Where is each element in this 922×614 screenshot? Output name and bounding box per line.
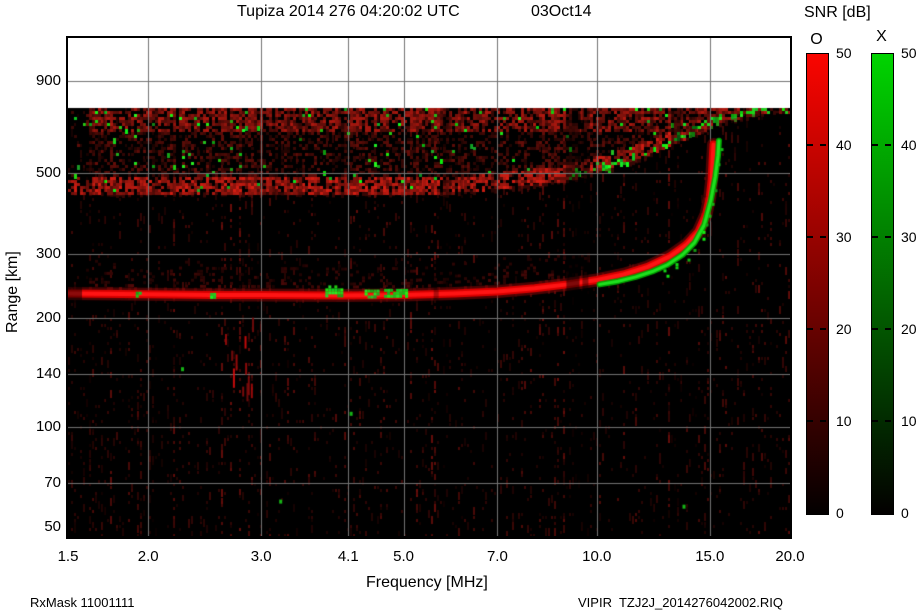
y-tick-label: 100: [35, 417, 61, 435]
colorbar-tick-label: 20: [901, 321, 917, 337]
colorbar-tick-label: 50: [901, 45, 917, 61]
x-mode-label: X: [876, 28, 887, 45]
colorbar-tick-mark: [820, 236, 826, 238]
colorbar-tick-label: 30: [901, 229, 917, 245]
rxmask-label: RxMask 11001111: [30, 595, 135, 610]
colorbar-tick-label: 20: [836, 321, 852, 337]
colorbar-tick-label: 10: [901, 413, 917, 429]
colorbar-tick-mark: [820, 144, 826, 146]
y-tick-label: 50: [44, 518, 61, 535]
colorbar-tick-label: 0: [901, 505, 909, 521]
y-tick-label: 200: [35, 308, 61, 326]
colorbar-tick-mark: [872, 236, 878, 238]
colorbar-tick-mark: [807, 144, 813, 146]
plot-date: 03Oct14: [531, 3, 592, 20]
colorbar-tick-mark: [885, 328, 891, 330]
file-label: VIPIR TZJ2J_2014276042002.RIQ: [578, 595, 783, 610]
plot-title: Tupiza 2014 276 04:20:02 UTC: [237, 3, 460, 20]
colorbar-tick-mark: [820, 328, 826, 330]
colorbar-tick-label: 40: [836, 137, 852, 153]
y-tick-label: 300: [35, 244, 61, 262]
colorbar-tick-mark: [885, 144, 891, 146]
x-tick-label: 1.5: [57, 548, 79, 565]
colorbar-tick-label: 0: [836, 505, 844, 521]
o-mode-label: O: [810, 31, 823, 48]
ionogram-canvas: [68, 38, 790, 536]
colorbar-tick-label: 40: [901, 137, 917, 153]
y-tick-label: 900: [35, 71, 61, 89]
colorbar-tick-mark: [807, 236, 813, 238]
y-tick-label: 70: [44, 473, 61, 491]
colorbar-tick-mark: [820, 420, 826, 422]
x-tick-label: 10.0: [582, 548, 612, 565]
colorbar-tick-label: 50: [836, 45, 852, 61]
colorbar-tick-label: 30: [836, 229, 852, 245]
colorbar-tick-mark: [807, 420, 813, 422]
colorbar-tick-mark: [807, 328, 813, 330]
y-tick-label: 500: [35, 164, 61, 182]
x-tick-label: 20.0: [775, 548, 805, 565]
x-tick-label: 7.0: [486, 548, 508, 565]
x-tick-label: 15.0: [695, 548, 725, 565]
y-axis-title: Range [km]: [4, 251, 21, 333]
x-tick-label: 2.0: [137, 548, 159, 565]
colorbar-tick-label: 10: [836, 413, 852, 429]
y-tick-label: 140: [35, 364, 61, 382]
colorbar-tick-mark: [872, 420, 878, 422]
colorbar-tick-mark: [885, 236, 891, 238]
plot-area: [66, 36, 792, 539]
x-tick-label: 3.0: [250, 548, 272, 565]
x-axis-title: Frequency [MHz]: [366, 574, 488, 591]
colorbar-tick-mark: [872, 144, 878, 146]
colorbar-tick-mark: [872, 328, 878, 330]
o-snr-colorbar: [806, 53, 829, 515]
x-tick-label: 4.1: [337, 548, 359, 565]
x-tick-label: 5.0: [393, 548, 414, 565]
colorbar-title: SNR [dB]: [804, 4, 871, 21]
colorbar-tick-mark: [885, 420, 891, 422]
x-snr-colorbar: [871, 53, 894, 515]
